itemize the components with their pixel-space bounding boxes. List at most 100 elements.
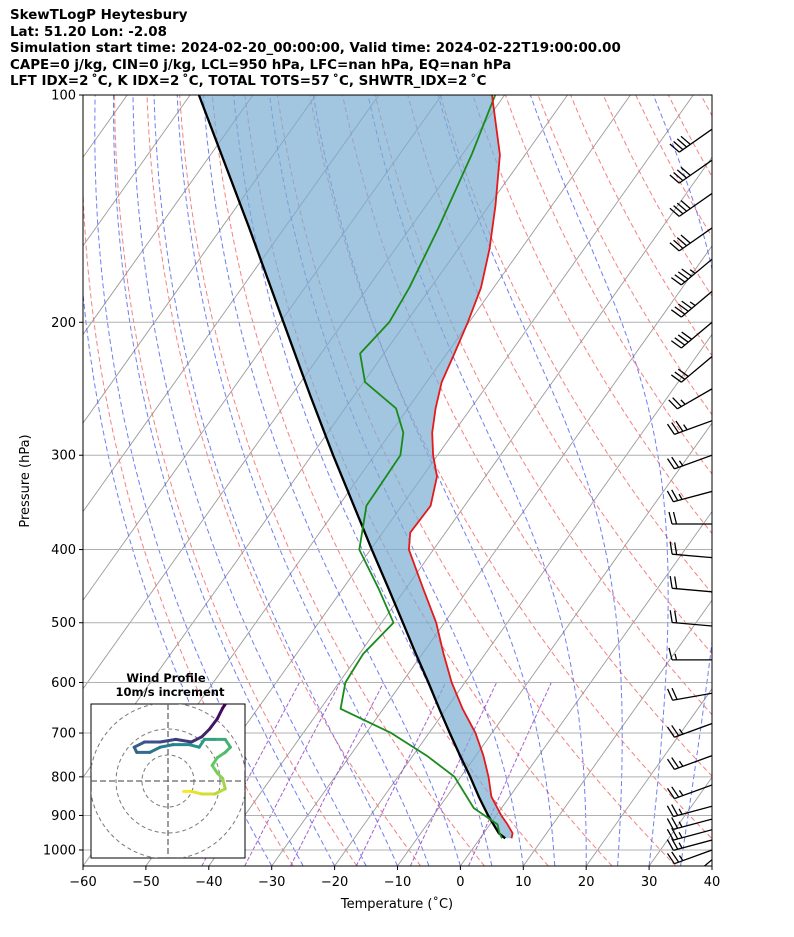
hodograph-inset: Wind Profile 10m/s increment xyxy=(90,671,246,859)
wind-barb xyxy=(670,290,712,318)
wind-barb xyxy=(666,687,712,701)
moist-adiabat xyxy=(202,95,461,866)
y-tick-label: 900 xyxy=(51,809,76,824)
hodograph-subtitle: 10m/s increment xyxy=(116,685,225,699)
x-axis-label: Temperature (˚C) xyxy=(340,896,453,912)
hodograph-segment xyxy=(200,727,212,739)
wind-barb xyxy=(666,722,712,738)
chart-title: SkewTLogP Heytesbury xyxy=(10,8,188,23)
wind-barb xyxy=(668,647,712,661)
x-tick-label: −40 xyxy=(195,875,222,890)
moist-adiabat xyxy=(176,95,430,866)
wind-barb xyxy=(668,388,712,410)
isotherm xyxy=(585,688,712,866)
dry-adiabat xyxy=(472,95,712,535)
dry-adiabat xyxy=(439,95,712,595)
cin-cape-shading xyxy=(198,95,513,839)
wind-barb xyxy=(666,817,712,831)
hodograph-segment xyxy=(174,737,193,744)
y-tick-label: 400 xyxy=(51,543,76,558)
isotherm xyxy=(83,95,317,424)
wind-barb xyxy=(703,859,712,866)
wind-barbs xyxy=(666,128,712,866)
wind-barb xyxy=(670,258,712,286)
hodograph-segment xyxy=(215,706,225,721)
y-tick-label: 1000 xyxy=(43,844,76,859)
moist-adiabat xyxy=(529,95,669,866)
dry-adiabat xyxy=(635,95,712,238)
mixing-ratio-line xyxy=(290,682,385,866)
wind-barb xyxy=(670,321,712,349)
x-tick-label: −20 xyxy=(321,875,348,890)
hodograph-segment xyxy=(158,737,178,744)
hodograph-trace xyxy=(132,704,232,796)
isotherm xyxy=(522,599,712,866)
hodograph-rings xyxy=(91,704,245,858)
wind-barb xyxy=(666,454,712,470)
dry-adiabat xyxy=(570,95,712,357)
isotherm xyxy=(711,865,712,866)
dry-adiabat xyxy=(602,95,712,298)
hodograph-segment xyxy=(187,743,201,749)
wind-barb xyxy=(666,784,712,800)
hodograph-segment xyxy=(223,737,232,749)
wind-barb xyxy=(666,755,712,770)
wind-barb xyxy=(669,128,712,153)
dry-adiabat xyxy=(179,95,485,866)
dry-adiabat xyxy=(114,95,358,866)
location-coordinates: Lat: 51.20 Lon: -2.08 xyxy=(10,24,167,40)
isotherm xyxy=(0,95,1,866)
hodograph-segment xyxy=(208,717,219,731)
x-tick-label: 0 xyxy=(456,875,464,890)
chart-header: SkewTLogP Heytesbury Lat: 51.20 Lon: -2.… xyxy=(10,8,621,91)
parcel-profile-line xyxy=(197,95,506,840)
isotherm xyxy=(83,95,254,336)
moist-adiabat xyxy=(312,95,556,866)
dry-adiabat xyxy=(537,95,712,416)
dry-adiabat xyxy=(276,95,677,866)
isotherm xyxy=(271,245,712,866)
x-tick-label: 10 xyxy=(515,875,532,890)
x-tick-label: 40 xyxy=(704,875,721,890)
wind-barb xyxy=(666,420,712,435)
mixing-ratio-line xyxy=(409,682,498,866)
temperature-line xyxy=(408,95,514,839)
wind-barb xyxy=(669,192,712,217)
hodograph-segment xyxy=(213,787,227,796)
dry-adiabat xyxy=(407,95,712,655)
hodograph-segment xyxy=(221,704,228,710)
x-tick-label: 30 xyxy=(641,875,658,890)
y-axis-ticks: 100 200 300 400 500 600 700 800 900 1000 xyxy=(43,89,83,859)
wind-barb xyxy=(666,489,712,503)
hodograph-segment xyxy=(210,756,219,767)
hodograph-segment xyxy=(158,743,175,749)
wind-barb xyxy=(669,159,712,184)
wind-barb xyxy=(666,838,712,851)
x-axis-ticks: −60 −50 −40 −30 −20 −10 0 10 20 30 40 xyxy=(69,866,720,890)
wind-barb xyxy=(669,541,712,559)
y-tick-label: 200 xyxy=(51,316,76,331)
y-tick-label: 800 xyxy=(51,770,76,785)
isotherm xyxy=(83,95,191,247)
x-tick-label: −60 xyxy=(69,875,96,890)
isotherm xyxy=(775,95,794,866)
wind-barb xyxy=(670,355,712,383)
moist-adiabat xyxy=(233,95,493,866)
hodograph-segment xyxy=(148,745,162,754)
y-tick-label: 100 xyxy=(51,89,76,104)
hodograph-segment xyxy=(221,776,227,791)
moist-adiabat xyxy=(711,863,712,866)
hodograph-segment xyxy=(197,737,206,749)
moist-adiabat xyxy=(153,95,398,866)
simulation-times: Simulation start time: 2024-02-20_00:00:… xyxy=(10,41,621,56)
dewpoint-line xyxy=(339,95,503,839)
x-tick-label: −30 xyxy=(258,875,285,890)
dry-adiabat xyxy=(374,95,712,716)
hodograph-segment xyxy=(189,735,204,744)
moist-adiabat xyxy=(437,95,623,866)
wind-barb xyxy=(669,575,712,593)
x-tick-label: −50 xyxy=(132,875,159,890)
wind-barb xyxy=(668,511,712,525)
x-tick-label: 20 xyxy=(578,875,595,890)
